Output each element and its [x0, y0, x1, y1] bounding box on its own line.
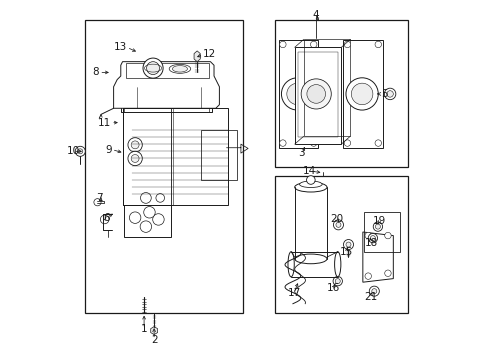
Circle shape	[310, 140, 316, 146]
Circle shape	[367, 233, 377, 243]
Circle shape	[346, 242, 350, 247]
Circle shape	[140, 221, 151, 232]
Circle shape	[368, 286, 379, 296]
Text: 6: 6	[103, 213, 109, 222]
Text: 8: 8	[92, 67, 99, 77]
Bar	[363, 212, 400, 252]
Bar	[201, 130, 237, 180]
Circle shape	[335, 279, 340, 284]
Circle shape	[384, 232, 390, 239]
Circle shape	[364, 273, 371, 279]
Circle shape	[140, 193, 151, 203]
Text: 20: 20	[330, 215, 343, 224]
Polygon shape	[150, 327, 157, 334]
Circle shape	[279, 140, 285, 146]
Circle shape	[343, 239, 353, 249]
Polygon shape	[113, 62, 219, 108]
Circle shape	[128, 138, 142, 152]
Circle shape	[364, 232, 371, 239]
Text: 10: 10	[66, 146, 80, 156]
Ellipse shape	[287, 252, 294, 277]
Circle shape	[384, 88, 395, 100]
Bar	[303, 40, 349, 136]
Circle shape	[346, 78, 378, 110]
Bar	[122, 108, 228, 205]
Text: 1: 1	[141, 324, 147, 334]
Bar	[278, 40, 317, 148]
Ellipse shape	[172, 66, 187, 72]
Circle shape	[310, 41, 316, 48]
Circle shape	[75, 146, 85, 156]
Circle shape	[100, 215, 109, 224]
Text: 18: 18	[364, 238, 377, 248]
Circle shape	[129, 212, 141, 224]
Ellipse shape	[294, 254, 326, 264]
Ellipse shape	[294, 182, 326, 192]
Polygon shape	[194, 51, 200, 62]
Circle shape	[374, 140, 381, 146]
Circle shape	[279, 41, 285, 48]
Circle shape	[384, 270, 390, 276]
Text: 4: 4	[312, 10, 319, 20]
Text: 7: 7	[96, 193, 102, 203]
Circle shape	[94, 199, 101, 206]
Circle shape	[301, 79, 330, 109]
Ellipse shape	[299, 181, 322, 188]
Circle shape	[306, 85, 325, 103]
Circle shape	[78, 149, 82, 154]
Bar	[85, 21, 242, 313]
Circle shape	[333, 220, 343, 230]
Bar	[122, 108, 171, 205]
Bar	[274, 176, 407, 313]
Circle shape	[335, 222, 340, 227]
Circle shape	[344, 41, 350, 48]
Bar	[126, 63, 208, 78]
Circle shape	[306, 176, 314, 184]
Bar	[124, 205, 171, 237]
Circle shape	[286, 83, 308, 105]
Text: 19: 19	[372, 216, 385, 226]
Circle shape	[281, 78, 313, 110]
Ellipse shape	[334, 252, 340, 277]
Text: 13: 13	[113, 42, 126, 52]
Ellipse shape	[169, 64, 190, 73]
Bar	[297, 52, 338, 137]
Bar	[294, 47, 341, 144]
Circle shape	[375, 224, 380, 229]
Text: 12: 12	[203, 49, 216, 59]
Circle shape	[131, 154, 139, 162]
Text: 15: 15	[339, 247, 353, 257]
Text: 11: 11	[98, 118, 111, 128]
Text: 21: 21	[364, 292, 377, 302]
Circle shape	[131, 141, 139, 149]
Circle shape	[332, 276, 342, 286]
Circle shape	[156, 194, 164, 202]
Text: 16: 16	[326, 283, 339, 293]
Circle shape	[344, 140, 350, 146]
Text: 17: 17	[287, 288, 300, 298]
Bar	[274, 21, 407, 167]
Text: 9: 9	[105, 144, 112, 154]
Circle shape	[386, 91, 392, 97]
Circle shape	[371, 289, 376, 294]
Text: 2: 2	[150, 334, 157, 345]
Circle shape	[128, 151, 142, 166]
Text: 14: 14	[303, 166, 316, 176]
Polygon shape	[362, 232, 392, 282]
Circle shape	[374, 41, 381, 48]
Circle shape	[369, 235, 375, 240]
Bar	[343, 40, 382, 148]
Circle shape	[152, 214, 164, 225]
Text: 3: 3	[298, 148, 305, 158]
Circle shape	[372, 222, 382, 231]
Circle shape	[146, 62, 159, 75]
Text: 5: 5	[380, 89, 386, 99]
Circle shape	[143, 207, 155, 218]
Circle shape	[142, 58, 163, 78]
Circle shape	[351, 83, 372, 105]
